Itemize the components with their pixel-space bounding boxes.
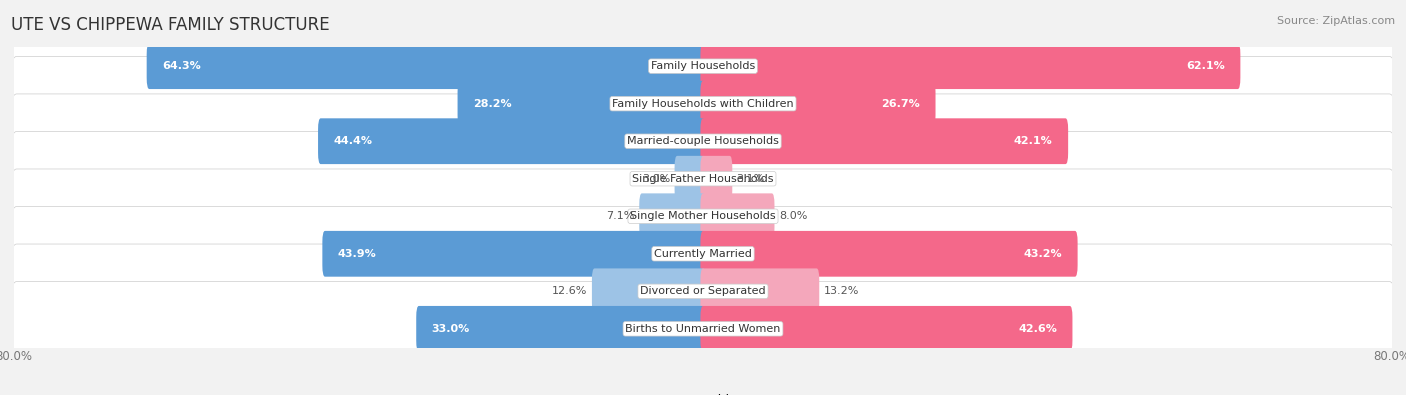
Text: 44.4%: 44.4%: [333, 136, 373, 146]
Text: 3.1%: 3.1%: [737, 174, 765, 184]
FancyBboxPatch shape: [10, 132, 1396, 226]
Text: Source: ZipAtlas.com: Source: ZipAtlas.com: [1277, 16, 1395, 26]
FancyBboxPatch shape: [10, 207, 1396, 301]
Text: 13.2%: 13.2%: [824, 286, 859, 296]
FancyBboxPatch shape: [10, 19, 1396, 113]
Text: 43.9%: 43.9%: [337, 249, 377, 259]
Text: UTE VS CHIPPEWA FAMILY STRUCTURE: UTE VS CHIPPEWA FAMILY STRUCTURE: [11, 16, 330, 34]
Text: 28.2%: 28.2%: [472, 99, 512, 109]
FancyBboxPatch shape: [318, 118, 706, 164]
Text: 62.1%: 62.1%: [1187, 61, 1225, 71]
FancyBboxPatch shape: [457, 81, 706, 126]
FancyBboxPatch shape: [700, 118, 1069, 164]
FancyBboxPatch shape: [10, 169, 1396, 263]
FancyBboxPatch shape: [322, 231, 706, 276]
FancyBboxPatch shape: [10, 244, 1396, 339]
FancyBboxPatch shape: [700, 231, 1077, 276]
Text: 8.0%: 8.0%: [779, 211, 807, 221]
Text: Married-couple Households: Married-couple Households: [627, 136, 779, 146]
Text: 43.2%: 43.2%: [1024, 249, 1062, 259]
FancyBboxPatch shape: [700, 306, 1073, 352]
FancyBboxPatch shape: [700, 269, 820, 314]
Text: 7.1%: 7.1%: [606, 211, 636, 221]
Text: Family Households: Family Households: [651, 61, 755, 71]
Text: 26.7%: 26.7%: [882, 99, 920, 109]
FancyBboxPatch shape: [700, 156, 733, 201]
FancyBboxPatch shape: [675, 156, 706, 201]
FancyBboxPatch shape: [146, 43, 706, 89]
FancyBboxPatch shape: [416, 306, 706, 352]
FancyBboxPatch shape: [10, 94, 1396, 188]
Text: Currently Married: Currently Married: [654, 249, 752, 259]
FancyBboxPatch shape: [700, 194, 775, 239]
Text: 42.1%: 42.1%: [1014, 136, 1053, 146]
FancyBboxPatch shape: [10, 282, 1396, 376]
Legend: Ute, Chippewa: Ute, Chippewa: [636, 394, 770, 395]
Text: 12.6%: 12.6%: [553, 286, 588, 296]
Text: Single Mother Households: Single Mother Households: [630, 211, 776, 221]
Text: Divorced or Separated: Divorced or Separated: [640, 286, 766, 296]
FancyBboxPatch shape: [700, 43, 1240, 89]
Text: 33.0%: 33.0%: [432, 324, 470, 334]
FancyBboxPatch shape: [640, 194, 706, 239]
Text: Single Father Households: Single Father Households: [633, 174, 773, 184]
FancyBboxPatch shape: [592, 269, 706, 314]
Text: 64.3%: 64.3%: [162, 61, 201, 71]
Text: 42.6%: 42.6%: [1018, 324, 1057, 334]
Text: Family Households with Children: Family Households with Children: [612, 99, 794, 109]
Text: Births to Unmarried Women: Births to Unmarried Women: [626, 324, 780, 334]
FancyBboxPatch shape: [700, 81, 935, 126]
Text: 3.0%: 3.0%: [643, 174, 671, 184]
FancyBboxPatch shape: [10, 56, 1396, 151]
